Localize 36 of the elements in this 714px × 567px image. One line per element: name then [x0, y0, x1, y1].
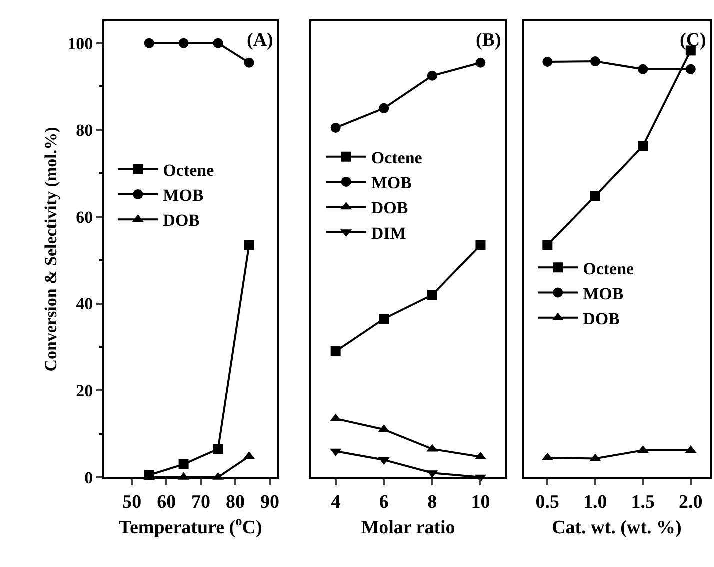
x-axis-title: Molar ratio [361, 518, 456, 539]
x-tick-label: 2.0 [679, 492, 703, 514]
legend-label: MOB [583, 284, 624, 304]
legend-label: Octene [163, 161, 215, 180]
legend-label: DIM [371, 224, 406, 243]
x-tick-label: 8 [428, 492, 438, 514]
x-tick-label: 6 [379, 492, 389, 514]
y-tick-label: 60 [76, 208, 94, 227]
x-tick-label: 1.0 [584, 492, 608, 514]
legend-label: MOB [371, 174, 412, 193]
legend-label: MOB [163, 186, 204, 206]
legend-label: DOB [371, 198, 408, 218]
y-tick-label: 40 [76, 294, 94, 314]
legend-label: Octene [583, 259, 635, 278]
y-tick-label: 0 [84, 468, 94, 488]
x-tick-label: 70 [192, 492, 211, 514]
y-axis-title: Conversion & Selectivity (mol.%) [42, 127, 61, 372]
x-tick-label: 4 [331, 492, 342, 514]
annotation: (C) [680, 30, 706, 51]
x-axis-title: Cat. wt. (wt. %) [552, 518, 682, 539]
x-tick-label: 10 [471, 492, 490, 514]
y-tick-label: 20 [76, 382, 94, 401]
legend-label: DOB [583, 310, 620, 329]
annotation: (A) [247, 30, 274, 51]
x-tick-label: 80 [226, 492, 245, 514]
y-tick-label: 100 [68, 34, 94, 54]
x-tick-label: 1.5 [631, 492, 656, 514]
legend-label: DOB [163, 211, 200, 230]
x-tick-label: 0.5 [536, 492, 560, 514]
x-tick-label: 60 [157, 492, 176, 514]
y-tick-label: 80 [76, 121, 94, 140]
x-tick-label: 50 [122, 492, 142, 514]
legend-label: Octene [371, 148, 423, 168]
annotation: (B) [476, 30, 502, 51]
x-tick-label: 90 [260, 492, 280, 514]
x-axis-title: Temperature ($^{o}$C) [119, 514, 262, 539]
